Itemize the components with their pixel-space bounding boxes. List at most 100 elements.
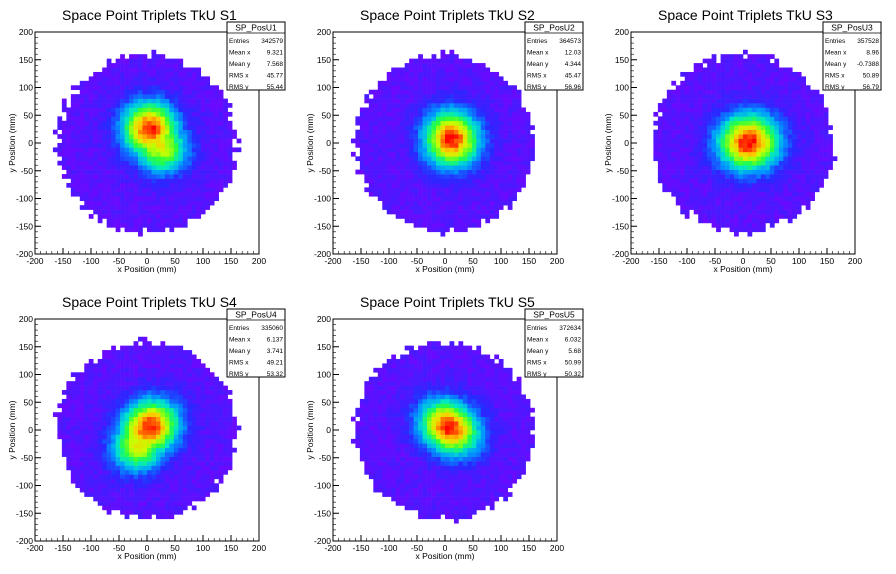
heatmap-cell	[760, 129, 766, 135]
heatmap-cell	[79, 421, 85, 426]
heatmap-cell	[485, 209, 491, 215]
heatmap-cell	[191, 120, 197, 126]
heatmap-cell	[796, 182, 802, 188]
heatmap-cell	[395, 103, 401, 108]
heatmap-cell	[756, 103, 762, 108]
heatmap-cell	[147, 71, 152, 77]
heatmap-cell	[373, 94, 379, 99]
heatmap-cell	[124, 416, 130, 422]
heatmap-cell	[155, 496, 161, 502]
heatmap-cell	[404, 165, 410, 170]
heatmap-cell	[93, 165, 99, 170]
heatmap-cell	[471, 89, 477, 95]
heatmap-cell	[93, 125, 99, 130]
heatmap-cell	[138, 452, 143, 457]
heatmap-cell	[711, 187, 717, 193]
heatmap-cell	[445, 160, 450, 166]
heatmap-cell	[129, 138, 134, 144]
heatmap-cell	[512, 151, 517, 157]
heatmap-cell	[756, 143, 762, 148]
heatmap-cell	[120, 407, 125, 413]
heatmap-cell	[124, 492, 130, 497]
heatmap-cell	[182, 222, 188, 228]
heatmap-cell	[106, 187, 112, 193]
heatmap-cell	[418, 85, 423, 91]
heatmap-cell	[106, 120, 112, 126]
heatmap-cell	[525, 147, 531, 153]
heatmap-cell	[751, 156, 757, 162]
heatmap-cell	[120, 416, 125, 422]
heatmap-cell	[88, 182, 94, 188]
heatmap-cell	[747, 58, 753, 64]
heatmap-cell	[480, 209, 486, 215]
heatmap-cell	[711, 125, 717, 130]
heatmap-cell	[769, 138, 775, 144]
heatmap-cell	[449, 174, 455, 179]
heatmap-cell	[494, 129, 500, 135]
heatmap-cell	[702, 169, 708, 175]
heatmap-cell	[716, 67, 721, 73]
heatmap-cell	[431, 182, 437, 188]
heatmap-cell	[810, 165, 815, 170]
heatmap-cell	[115, 160, 121, 166]
heatmap-cell	[75, 474, 81, 480]
heatmap-cell	[391, 156, 397, 162]
heatmap-cell	[756, 76, 762, 82]
heatmap-cell	[720, 98, 726, 104]
heatmap-cell	[124, 191, 130, 197]
heatmap-cell	[205, 107, 211, 113]
heatmap-cell	[382, 98, 388, 104]
heatmap-cell	[734, 178, 739, 184]
heatmap-cell	[106, 111, 112, 117]
y-tick-label: 100	[19, 83, 33, 93]
heatmap-cell	[431, 111, 437, 117]
heatmap-cell	[530, 143, 535, 148]
heatmap-cell	[702, 174, 708, 179]
heatmap-cell	[729, 134, 735, 139]
heatmap-cell	[70, 465, 76, 471]
heatmap-cell	[462, 205, 468, 210]
heatmap-cell	[84, 398, 90, 404]
heatmap-cell	[453, 147, 459, 153]
heatmap-cell	[720, 63, 726, 68]
heatmap-cell	[93, 434, 99, 440]
heatmap-cell	[106, 447, 112, 453]
heatmap-cell	[209, 94, 215, 99]
heatmap-cell	[382, 120, 388, 126]
heatmap-cell	[427, 169, 432, 175]
heatmap-cell	[716, 156, 721, 162]
heatmap-cell	[187, 76, 193, 82]
heatmap-cell	[200, 138, 206, 144]
heatmap-cell	[449, 222, 455, 228]
heatmap-cell	[223, 156, 228, 162]
heatmap-cell	[133, 205, 139, 210]
heatmap-cell	[111, 120, 116, 126]
heatmap-cell	[409, 76, 414, 82]
heatmap-cell	[97, 394, 103, 400]
heatmap-cell	[66, 461, 72, 466]
heatmap-cell	[191, 71, 197, 77]
heatmap-cell	[70, 372, 76, 378]
heatmap-cell	[164, 169, 170, 175]
heatmap-cell	[720, 143, 726, 148]
heatmap-cell	[431, 120, 437, 126]
heatmap-cell	[173, 98, 179, 104]
heatmap-cell	[382, 89, 388, 95]
heatmap-cell	[400, 165, 405, 170]
heatmap-cell	[214, 103, 219, 108]
heatmap-cell	[458, 200, 464, 206]
heatmap-cell	[169, 143, 175, 148]
heatmap-cell	[57, 421, 63, 426]
heatmap-cell	[765, 196, 771, 202]
heatmap-cell	[449, 129, 455, 135]
heatmap-cell	[743, 160, 748, 166]
heatmap-cell	[400, 67, 405, 73]
heatmap-cell	[436, 151, 441, 157]
heatmap-cell	[155, 363, 161, 369]
heatmap-cell	[124, 143, 130, 148]
heatmap-cell	[778, 107, 784, 113]
heatmap-cell	[422, 129, 428, 135]
heatmap-cell	[810, 134, 815, 139]
heatmap-cell	[404, 63, 410, 68]
heatmap-cell	[151, 178, 157, 184]
